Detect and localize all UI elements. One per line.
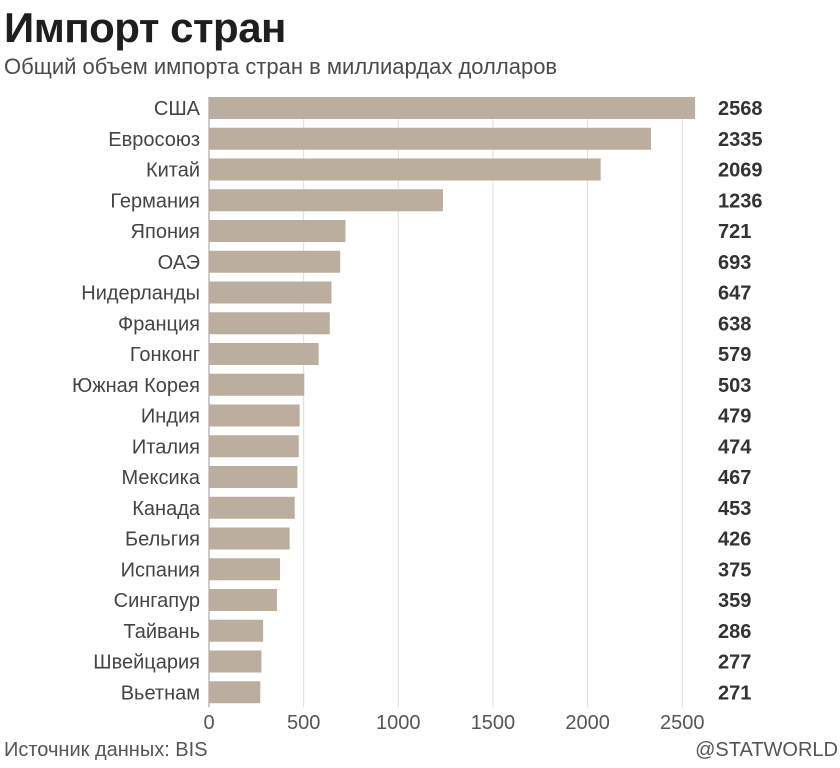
data-label: 1236 <box>718 190 763 212</box>
category-label: Канада <box>132 498 201 520</box>
bar <box>209 312 330 335</box>
bar <box>209 527 290 550</box>
x-tick-label: 0 <box>203 712 214 734</box>
data-label: 277 <box>718 652 751 674</box>
category-label: Испания <box>121 559 200 581</box>
bar <box>209 558 280 581</box>
category-label: Мексика <box>122 467 201 489</box>
category-label: США <box>154 98 201 120</box>
data-label: 426 <box>718 529 751 551</box>
bar <box>209 189 443 212</box>
category-label: Китай <box>146 160 200 182</box>
data-label: 375 <box>718 559 751 581</box>
bar <box>209 373 305 396</box>
bar <box>209 681 261 704</box>
category-label: Германия <box>110 190 200 212</box>
data-label: 474 <box>718 436 752 458</box>
x-tick-label: 2500 <box>660 712 705 734</box>
category-label: Бельгия <box>125 529 200 551</box>
data-label: 467 <box>718 467 751 489</box>
category-label: ОАЭ <box>158 252 200 274</box>
x-tick-label: 500 <box>287 712 320 734</box>
category-label: Сингапур <box>114 590 200 612</box>
x-tick-label: 1500 <box>471 712 516 734</box>
data-label: 579 <box>718 344 751 366</box>
x-tick-label: 1000 <box>376 712 421 734</box>
category-label: Нидерланды <box>81 283 200 305</box>
data-label: 693 <box>718 252 751 274</box>
data-label: 271 <box>718 682 751 704</box>
data-label: 359 <box>718 590 751 612</box>
bar <box>209 343 319 365</box>
category-label: Тайвань <box>123 621 200 643</box>
category-label: Индия <box>141 406 200 428</box>
data-label: 479 <box>718 406 751 428</box>
bar <box>209 435 299 458</box>
data-label: 2568 <box>718 98 763 120</box>
source-note: Источник данных: BIS <box>4 739 208 761</box>
category-label: Франция <box>118 313 200 335</box>
category-label: Вьетнам <box>121 682 200 704</box>
credit-note: @STATWORLD <box>695 739 838 761</box>
data-label: 647 <box>718 283 751 305</box>
bar <box>209 97 696 119</box>
data-label: 721 <box>718 221 751 243</box>
category-label: Южная Корея <box>72 375 200 397</box>
bar <box>209 466 298 488</box>
bar <box>209 404 300 427</box>
data-label: 286 <box>718 621 751 643</box>
bar <box>209 496 295 519</box>
bar <box>209 619 264 642</box>
data-label: 453 <box>718 498 751 520</box>
category-label: Италия <box>132 436 200 458</box>
bar <box>209 127 652 150</box>
category-label: Гонконг <box>130 344 200 366</box>
data-label: 638 <box>718 313 751 335</box>
bar <box>209 650 262 673</box>
data-label: 2069 <box>718 160 763 182</box>
chart-title: Импорт стран <box>4 4 286 51</box>
chart-subtitle: Общий объем импорта стран в миллиардах д… <box>4 54 558 79</box>
bar <box>209 250 341 273</box>
bar <box>209 220 346 242</box>
data-label: 2335 <box>718 129 763 151</box>
bar <box>209 281 332 304</box>
bar <box>209 589 277 611</box>
data-label: 503 <box>718 375 751 397</box>
x-tick-label: 2000 <box>565 712 610 734</box>
category-label: Евросоюз <box>108 129 200 151</box>
bar <box>209 158 601 181</box>
category-label: Япония <box>131 221 200 243</box>
category-label: Швейцария <box>93 652 200 674</box>
